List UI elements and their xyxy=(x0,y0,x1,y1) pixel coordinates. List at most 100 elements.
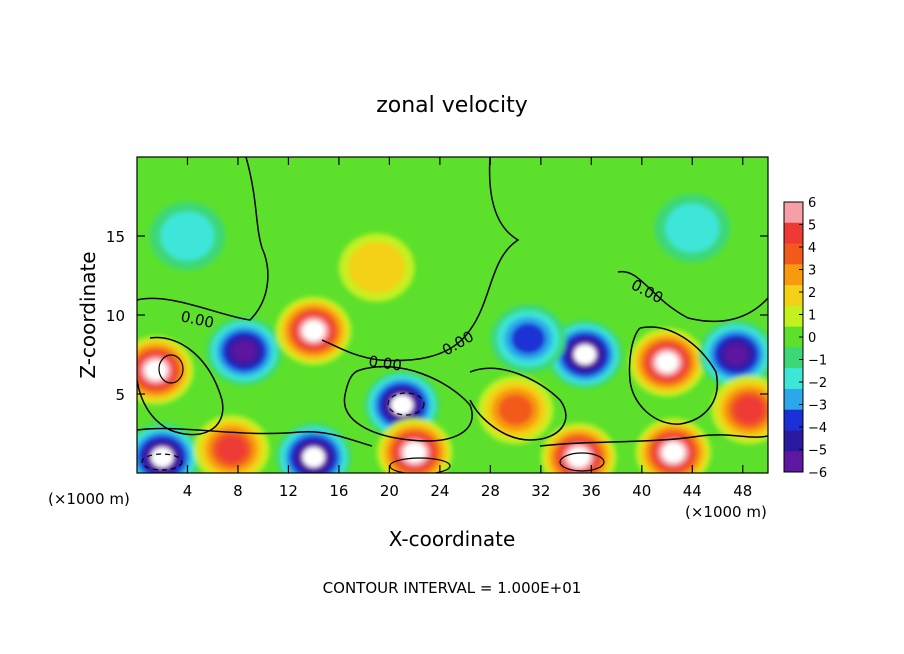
anomaly-positive xyxy=(275,296,352,365)
x-tick-label: 24 xyxy=(430,482,449,500)
anomaly-positive xyxy=(711,375,768,444)
anomaly-negative xyxy=(490,304,567,373)
colorbar-swatch xyxy=(784,202,803,224)
contour-ring-dashed xyxy=(141,453,183,471)
x-axis-label: X-coordinate xyxy=(389,527,516,551)
x-tick-label: 44 xyxy=(683,482,702,500)
colorbar-swatch xyxy=(784,368,803,390)
colorbar-swatch xyxy=(784,430,803,452)
anomaly-negative xyxy=(206,317,283,386)
colorbar-swatch xyxy=(784,326,803,348)
anomaly-ring xyxy=(567,447,590,468)
x-tick-label: 12 xyxy=(279,482,298,500)
contour-ring xyxy=(158,354,184,384)
colorbar-tick-label: −2 xyxy=(808,376,827,391)
colorbar-swatch xyxy=(784,243,803,265)
zero-contour-line xyxy=(628,326,718,425)
x-units-left: (×1000 m) xyxy=(48,490,130,508)
anomaly-positive xyxy=(629,328,705,397)
colorbar-swatch xyxy=(784,451,803,473)
zero-contour-line xyxy=(137,157,269,321)
contour-ring-dashed xyxy=(387,392,425,416)
x-tick-label: 36 xyxy=(582,482,601,500)
anomaly-negative xyxy=(654,193,731,263)
colorbar-tick-label: −4 xyxy=(808,421,827,436)
anomaly-ring xyxy=(665,203,720,253)
y-tick-label: 5 xyxy=(115,386,125,404)
y-axis: 5 10 15 xyxy=(106,228,768,404)
x-tick-label: 4 xyxy=(183,482,193,500)
colorbar-swatch xyxy=(784,409,803,431)
x-tick-label: 16 xyxy=(329,482,348,500)
colorbar-tick-label: −3 xyxy=(808,399,827,414)
y-tick-label: 15 xyxy=(106,228,125,246)
anomaly-ring xyxy=(217,436,247,463)
colorbar-swatch xyxy=(784,305,803,328)
colorbar-tick-label: 2 xyxy=(808,286,816,301)
zero-contour-line xyxy=(137,336,224,436)
anomaly-ring xyxy=(302,320,325,341)
colorbar-swatch xyxy=(784,388,803,411)
colorbar-tick-label: 1 xyxy=(808,309,816,324)
zero-contour-line xyxy=(617,271,768,323)
zero-contours xyxy=(137,157,768,447)
plot-area: 0.00 0.00 0.00 0.00 xyxy=(137,157,768,473)
anomaly-positive xyxy=(137,336,194,405)
anomaly-positive xyxy=(338,233,415,302)
anomaly-ring xyxy=(498,394,533,426)
anomaly-positive xyxy=(540,423,617,473)
zero-contour-line xyxy=(539,434,768,447)
colorbar-swatch xyxy=(784,264,803,286)
x-tick-label: 20 xyxy=(380,482,399,500)
y-tick-label: 10 xyxy=(106,307,125,325)
anomaly-ring xyxy=(302,447,325,468)
chart-title: zonal velocity xyxy=(376,93,528,118)
colorbar-tick-label: 6 xyxy=(808,196,816,211)
colorbar: 6 5 4 3 2 1 0 −1 −2 −3 −4 −5 −6 xyxy=(783,196,827,481)
colorbar-tick-label: −1 xyxy=(808,354,827,369)
anomaly-ring xyxy=(144,360,168,381)
anomaly-ring xyxy=(662,442,685,463)
colorbar-swatch xyxy=(784,347,803,369)
contour-ring xyxy=(559,452,605,472)
colorbar-tick-label: 0 xyxy=(808,331,816,346)
colorbar-swatch xyxy=(784,285,803,307)
zero-contour-line xyxy=(343,365,473,442)
anomaly-negative xyxy=(547,320,623,389)
anomaly-negative xyxy=(149,201,226,271)
colorbar-tick-label: −5 xyxy=(808,444,827,459)
anomaly-ring xyxy=(573,344,597,365)
anomaly-positive xyxy=(477,375,554,444)
x-tick-label: 32 xyxy=(531,482,550,500)
zero-contour-line xyxy=(469,367,567,441)
x-axis: 4 8 12 16 20 24 28 32 36 40 44 48 xyxy=(183,157,752,500)
anomaly-ring xyxy=(403,442,426,463)
anomaly-ring xyxy=(734,396,764,423)
contour-interval-note: CONTOUR INTERVAL = 1.000E+01 xyxy=(323,579,582,597)
zero-contour-line xyxy=(137,427,373,447)
x-tick-label: 40 xyxy=(632,482,651,500)
colorbar-tick-label: 3 xyxy=(808,264,816,279)
anomaly-positive xyxy=(376,418,453,473)
anomaly-ring xyxy=(151,447,174,468)
colorbar-tick-label: −6 xyxy=(808,466,827,481)
colorbar-tick-label: 5 xyxy=(808,219,816,234)
contour-label: 0.00 xyxy=(367,352,403,374)
anomaly-negative xyxy=(275,423,352,473)
anomaly-positive xyxy=(635,418,712,473)
anomaly-ring xyxy=(390,395,414,416)
anomaly-ring xyxy=(511,323,546,355)
x-tick-label: 48 xyxy=(733,482,752,500)
x-units-right: (×1000 m) xyxy=(685,503,767,521)
anomaly-ring xyxy=(160,211,215,261)
colorbar-tick-label: 4 xyxy=(808,241,816,256)
anomaly-ring xyxy=(348,241,406,294)
zero-contour-line xyxy=(321,157,520,362)
x-tick-label: 28 xyxy=(481,482,500,500)
x-tick-label: 8 xyxy=(233,482,243,500)
anomaly-ring xyxy=(231,339,257,363)
y-axis-label: Z-coordinate xyxy=(76,251,100,378)
anomaly-ring xyxy=(723,343,750,366)
colorbar-swatch xyxy=(784,222,803,245)
